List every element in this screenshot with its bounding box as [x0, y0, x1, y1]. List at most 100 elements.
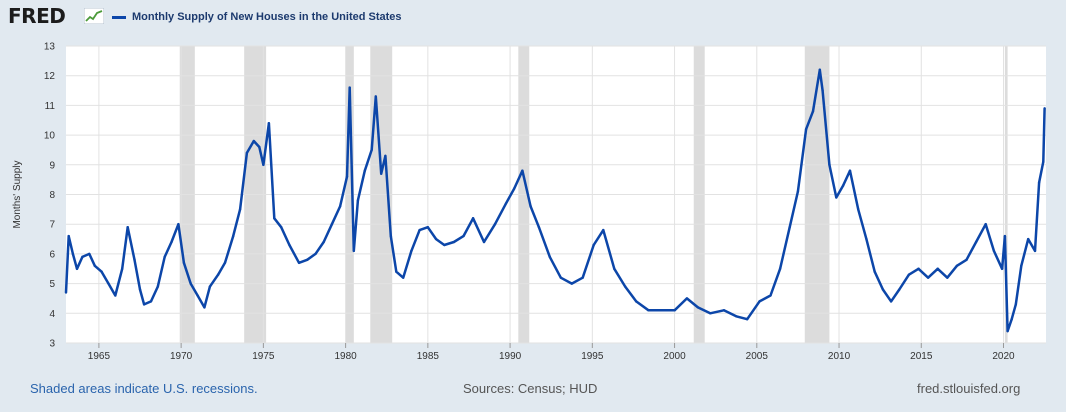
- y-tick-label: 11: [45, 101, 56, 112]
- data-point: [196, 294, 199, 297]
- data-point: [426, 225, 430, 229]
- data-point: [345, 175, 349, 178]
- y-tick-label: 7: [49, 220, 55, 231]
- data-point: [696, 306, 700, 309]
- legend-label: Monthly Supply of New Houses in the Unit…: [132, 11, 402, 23]
- y-tick-label: 4: [49, 309, 55, 320]
- data-point: [149, 300, 153, 303]
- data-point: [493, 223, 497, 226]
- data-point: [521, 169, 524, 172]
- data-point: [238, 208, 242, 211]
- data-point: [67, 234, 70, 238]
- data-point: [262, 163, 265, 166]
- data-point: [93, 264, 96, 267]
- data-point: [348, 86, 351, 89]
- data-point: [811, 110, 815, 113]
- data-point: [314, 252, 317, 256]
- data-point: [647, 309, 650, 312]
- data-point: [126, 225, 129, 229]
- data-point: [163, 255, 166, 259]
- data-point: [380, 172, 383, 175]
- data-point: [1003, 234, 1007, 238]
- data-point: [659, 309, 663, 312]
- y-tick-label: 9: [49, 160, 55, 171]
- data-point: [1043, 107, 1046, 110]
- data-point: [504, 202, 508, 205]
- data-point: [917, 267, 920, 270]
- legend-line-swatch: [112, 15, 126, 19]
- data-point: [592, 243, 595, 247]
- x-tick-label: 1990: [499, 351, 522, 362]
- data-point: [395, 270, 398, 273]
- data-point: [685, 297, 689, 300]
- x-tick-label: 1980: [334, 351, 357, 362]
- x-tick-label: 1985: [417, 351, 440, 362]
- data-point: [804, 127, 808, 131]
- data-point: [1006, 329, 1009, 333]
- site-link[interactable]: fred.stlouisfed.org: [917, 381, 1021, 396]
- data-point: [1020, 264, 1023, 267]
- data-point: [482, 240, 486, 244]
- data-point: [796, 190, 800, 193]
- data-point: [955, 264, 959, 267]
- data-point: [216, 273, 220, 276]
- data-point: [389, 234, 393, 238]
- data-point: [232, 234, 235, 238]
- data-point: [64, 291, 68, 294]
- data-point: [907, 273, 911, 276]
- data-point: [965, 258, 968, 262]
- data-point: [1033, 249, 1037, 253]
- data-point: [418, 228, 421, 232]
- data-point: [434, 237, 438, 241]
- data-point: [1042, 160, 1045, 164]
- data-point: [848, 169, 852, 172]
- data-point: [529, 205, 532, 208]
- data-point: [841, 184, 845, 187]
- data-point: [258, 145, 261, 149]
- data-point: [208, 285, 212, 288]
- y-tick-label: 13: [44, 42, 56, 53]
- data-point: [602, 228, 605, 232]
- data-point: [352, 249, 356, 253]
- data-point: [107, 282, 110, 285]
- data-point: [114, 294, 117, 297]
- data-point: [452, 240, 456, 244]
- data-point: [120, 267, 124, 270]
- data-point: [71, 252, 75, 256]
- data-point: [1000, 267, 1004, 270]
- y-axis-label: Months' Supply: [12, 160, 23, 228]
- data-point: [1014, 303, 1018, 306]
- data-point: [926, 276, 930, 279]
- data-point: [100, 270, 103, 273]
- data-point: [138, 288, 142, 291]
- x-tick-label: 1965: [88, 351, 111, 362]
- data-point: [356, 199, 360, 202]
- data-point: [384, 154, 387, 158]
- y-tick-label: 5: [49, 279, 55, 290]
- data-point: [156, 285, 160, 288]
- data-point: [322, 240, 325, 244]
- data-point: [279, 225, 283, 229]
- y-tick-label: 6: [49, 249, 55, 260]
- data-points: [64, 68, 1046, 333]
- sources-note: Sources: Census; HUD: [463, 381, 598, 396]
- data-point: [828, 163, 831, 166]
- x-tick-label: 2015: [910, 351, 933, 362]
- data-point: [245, 151, 249, 155]
- data-point: [330, 223, 334, 226]
- data-point: [133, 258, 136, 262]
- fred-logo[interactable]: FRED: [8, 4, 66, 28]
- data-point: [267, 122, 271, 125]
- data-point: [708, 312, 712, 315]
- data-point: [581, 276, 584, 279]
- data-point: [273, 217, 276, 220]
- recession-note: Shaded areas indicate U.S. recessions.: [30, 381, 258, 396]
- data-point: [735, 315, 738, 318]
- data-point: [471, 217, 475, 220]
- data-point: [898, 288, 901, 291]
- data-point: [881, 288, 885, 291]
- fred-logo-chart-icon: [84, 8, 104, 24]
- data-point: [936, 267, 939, 270]
- x-tick-label: 1975: [252, 351, 275, 362]
- data-point: [203, 306, 206, 309]
